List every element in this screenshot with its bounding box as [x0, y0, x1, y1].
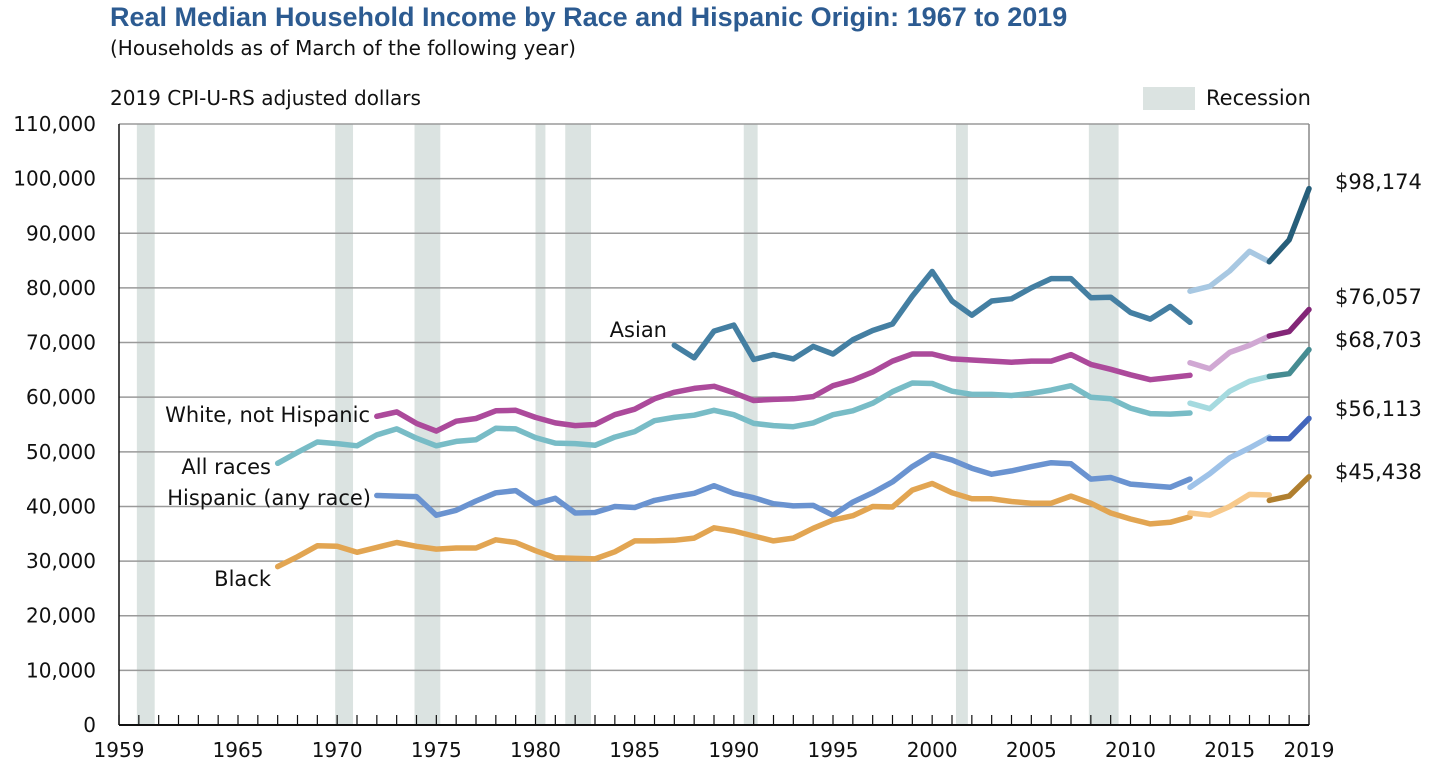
x-tick-label: 1959 — [94, 738, 145, 762]
y-tick-label: 60,000 — [26, 385, 96, 409]
series-line-white-not-hispanic — [1187, 333, 1273, 372]
series-line-black — [274, 480, 1193, 570]
series-line-hispanic-any-race — [374, 451, 1193, 518]
y-tick-label: 70,000 — [26, 331, 96, 355]
chart-title: Real Median Household Income by Race and… — [110, 2, 1068, 32]
series-line-asian — [1187, 248, 1273, 294]
series-line-all-races — [1266, 346, 1312, 380]
series-label-hispanic-any-race: Hispanic (any race) — [167, 486, 371, 510]
series-label-black: Black — [214, 567, 272, 591]
end-value-label-hispanic-any-race: $56,113 — [1335, 397, 1422, 421]
x-tick-label: 2000 — [907, 738, 958, 762]
x-tick-label: 1975 — [411, 738, 462, 762]
series-label-white-not-hispanic: White, not Hispanic — [165, 403, 370, 427]
series-lines — [274, 185, 1312, 570]
y-axis-label: 2019 CPI-U-RS adjusted dollars — [110, 86, 421, 110]
y-tick-label: 90,000 — [26, 221, 96, 245]
x-tick-label: 1985 — [609, 738, 660, 762]
series-line-white-not-hispanic — [1266, 306, 1312, 339]
y-tick-label: 110,000 — [13, 112, 96, 136]
x-tick-label: 1980 — [510, 738, 561, 762]
x-tick-label: 1965 — [213, 738, 264, 762]
series-label-asian: Asian — [610, 318, 667, 342]
series-line-black — [1187, 491, 1273, 518]
y-tick-label: 50,000 — [26, 440, 96, 464]
x-tick-label: 2015 — [1204, 738, 1255, 762]
x-tick-label: 1990 — [708, 738, 759, 762]
legend: Recession — [1143, 86, 1311, 110]
legend-label-recession: Recession — [1206, 86, 1311, 110]
axes: 0 10,000 20,000 30,000 40,000 50,000 60,000 70,… — [13, 112, 1334, 762]
y-tick-label: 80,000 — [26, 276, 96, 300]
recession-band — [1088, 124, 1119, 725]
gridlines — [119, 123, 1309, 672]
y-tick-label: 40,000 — [26, 494, 96, 518]
y-tick-label: 30,000 — [26, 549, 96, 573]
end-value-label-all-races: $68,703 — [1335, 328, 1422, 352]
end-value-label-black: $45,438 — [1335, 460, 1422, 484]
y-tick-label: 0 — [83, 713, 96, 737]
y-tick-label: 10,000 — [26, 658, 96, 682]
series-label-all-races: All races — [181, 455, 271, 479]
x-tick-label: 1995 — [808, 738, 859, 762]
x-tick-label: 2019 — [1284, 738, 1335, 762]
series-line-all-races — [1187, 373, 1273, 412]
y-tick-label: 100,000 — [13, 167, 96, 191]
recession-band — [955, 124, 968, 725]
end-value-label-asian: $98,174 — [1335, 170, 1422, 194]
series-line-hispanic-any-race — [1187, 434, 1273, 491]
series-line-asian — [671, 268, 1193, 363]
y-tick-label: 20,000 — [26, 604, 96, 628]
legend-swatch-recession — [1143, 86, 1195, 110]
series-labels: Asian $98,174 White, not Hispanic $76,057 Al… — [165, 170, 1422, 591]
series-line-all-races — [274, 380, 1193, 467]
end-value-label-white-not-hispanic: $76,057 — [1335, 285, 1422, 309]
recession-band — [535, 124, 546, 725]
series-line-black — [1266, 473, 1312, 504]
recession-band — [136, 124, 155, 725]
x-tick-label: 1970 — [312, 738, 363, 762]
series-line-white-not-hispanic — [374, 351, 1193, 434]
x-tick-label: 2005 — [1006, 738, 1057, 762]
x-tick-label: 2010 — [1105, 738, 1156, 762]
series-line-asian — [1266, 185, 1312, 265]
chart-subtitle: (Households as of March of the following… — [110, 36, 576, 60]
recession-band — [335, 124, 354, 725]
series-line-hispanic-any-race — [1266, 415, 1312, 442]
